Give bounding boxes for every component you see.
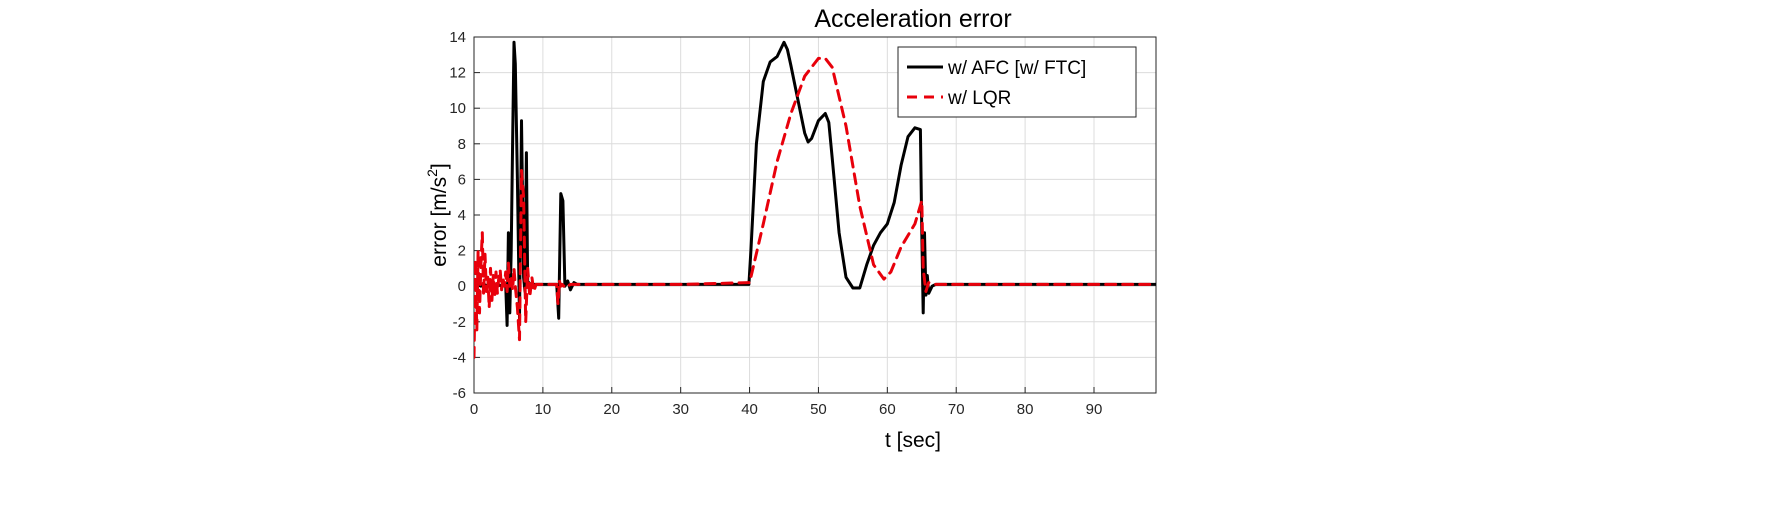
series-layer	[474, 40, 1156, 359]
x-tick-label: 10	[535, 401, 552, 418]
y-tick-label: -2	[453, 314, 466, 331]
y-tick-label: 8	[458, 136, 466, 153]
x-axis: 0 10 20 30 40 50 60 70 80 90	[470, 387, 1103, 418]
series-line-2	[474, 56, 1156, 359]
x-tick-label: 90	[1086, 401, 1103, 418]
y-tick-label: 12	[449, 65, 466, 82]
legend-box	[897, 46, 1137, 118]
x-tick-label: 20	[603, 401, 620, 418]
y-tick-label: 0	[458, 278, 466, 295]
y-tick-label: -4	[453, 349, 466, 366]
x-tick-label: 0	[470, 401, 478, 418]
chart-title: Acceleration error	[814, 5, 1011, 33]
series-line-1	[474, 40, 1156, 327]
x-tick-label: 50	[810, 401, 827, 418]
x-tick-label: 80	[1017, 401, 1034, 418]
y-tick-label: 10	[449, 100, 466, 117]
legend-label-1: w/ AFC [w/ FTC]	[947, 58, 1086, 79]
x-tick-label: 30	[672, 401, 689, 418]
y-axis-label: error [m/s2]	[424, 163, 451, 266]
legend: w/ AFC [w/ FTC] w/ LQR	[897, 46, 1137, 118]
x-tick-label: 60	[879, 401, 896, 418]
x-tick-label: 40	[741, 401, 758, 418]
legend-label-2: w/ LQR	[947, 88, 1011, 109]
x-axis-label: t [sec]	[885, 429, 941, 452]
x-tick-label: 70	[948, 401, 965, 418]
y-axis: -6 -4 -2 0 2 4 6 8 10 12 14	[449, 29, 480, 402]
y-tick-label: 4	[458, 207, 466, 224]
y-tick-label: -6	[453, 385, 466, 402]
y-tick-label: 14	[449, 29, 466, 46]
y-tick-label: 2	[458, 243, 466, 260]
y-tick-label: 6	[458, 171, 466, 188]
